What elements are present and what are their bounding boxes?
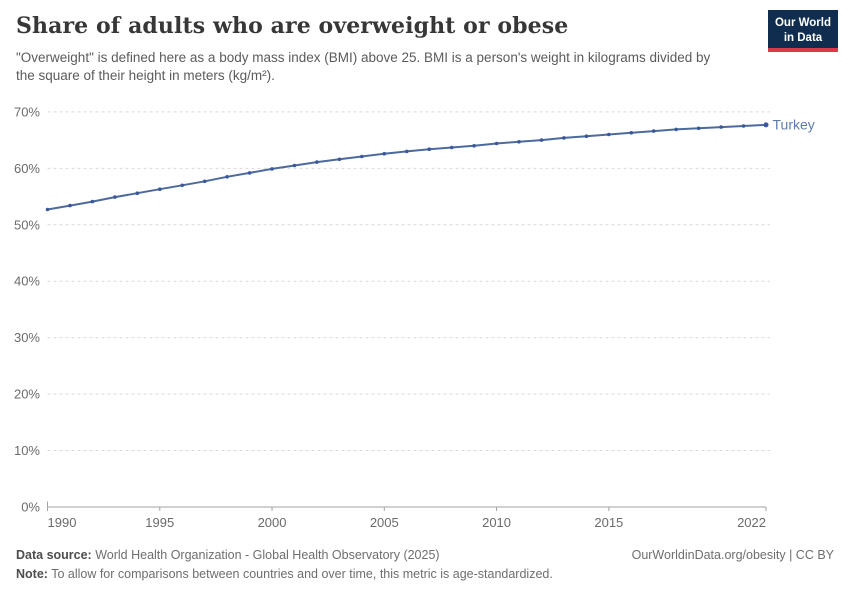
y-axis-tick-label: 50% bbox=[14, 217, 40, 232]
data-point[interactable] bbox=[472, 144, 476, 148]
data-point[interactable] bbox=[135, 191, 140, 195]
data-point[interactable] bbox=[45, 207, 50, 212]
data-point[interactable] bbox=[651, 129, 656, 133]
data-point[interactable] bbox=[449, 145, 454, 150]
chart-header: Share of adults who are overweight or ob… bbox=[16, 10, 838, 85]
data-point[interactable] bbox=[629, 131, 634, 135]
data-point[interactable] bbox=[270, 167, 274, 171]
data-point[interactable] bbox=[539, 138, 544, 142]
data-point[interactable] bbox=[741, 124, 746, 128]
data-source-label: Data source: bbox=[16, 548, 92, 562]
data-point[interactable] bbox=[90, 199, 95, 204]
data-point[interactable] bbox=[247, 171, 252, 175]
note-text: To allow for comparisons between countri… bbox=[47, 567, 553, 582]
owid-logo-line2: in Data bbox=[783, 31, 823, 44]
data-point[interactable] bbox=[180, 183, 184, 188]
data-point[interactable] bbox=[113, 195, 117, 199]
x-axis-tick-label: 2005 bbox=[370, 515, 399, 530]
data-line-turkey[interactable] bbox=[46, 123, 767, 211]
data-point[interactable] bbox=[405, 149, 409, 154]
data-point[interactable] bbox=[68, 203, 72, 208]
data-source-line: Data source: World Health Organization -… bbox=[16, 546, 553, 565]
data-source-text: World Health Organization - Global Healt… bbox=[91, 548, 440, 562]
x-axis-tick-label: 2010 bbox=[482, 515, 511, 530]
data-point[interactable] bbox=[607, 132, 611, 137]
data-point[interactable] bbox=[696, 126, 701, 131]
data-point[interactable] bbox=[517, 140, 521, 144]
y-axis-tick-label: 10% bbox=[14, 443, 40, 458]
owid-logo[interactable]: Our World in Data bbox=[768, 10, 838, 52]
y-axis-tick-label: 0% bbox=[21, 500, 40, 515]
data-point[interactable] bbox=[382, 151, 387, 156]
attribution-link[interactable]: OurWorldinData.org/obesity | CC BY bbox=[631, 548, 834, 562]
data-point[interactable] bbox=[584, 134, 589, 138]
data-point[interactable] bbox=[674, 127, 678, 132]
data-point[interactable] bbox=[562, 136, 566, 140]
note-label: Note: bbox=[16, 567, 48, 582]
chart-subtitle: "Overweight" is defined here as a body m… bbox=[16, 50, 711, 84]
data-point[interactable] bbox=[719, 125, 723, 129]
footer-left: Data source: World Health Organization -… bbox=[16, 546, 553, 585]
series-label-turkey[interactable]: Turkey bbox=[773, 116, 815, 132]
note-line: Note: To allow for comparisons between c… bbox=[16, 565, 553, 584]
y-axis-tick-label: 60% bbox=[14, 161, 40, 176]
data-point[interactable] bbox=[315, 160, 319, 164]
x-axis-tick-label: 1990 bbox=[48, 515, 77, 530]
data-point[interactable] bbox=[360, 154, 364, 159]
data-point[interactable] bbox=[158, 187, 162, 191]
y-axis-tick-label: 40% bbox=[14, 274, 40, 289]
x-axis-tick-label: 1995 bbox=[145, 515, 174, 530]
y-axis-tick-label: 70% bbox=[14, 104, 40, 119]
x-axis-tick-label: 2000 bbox=[258, 515, 287, 530]
page-title: Share of adults who are overweight or ob… bbox=[16, 13, 569, 39]
x-axis-tick-label: 2022 bbox=[737, 515, 766, 530]
y-axis-tick-label: 30% bbox=[14, 330, 40, 345]
chart-footer: Data source: World Health Organization -… bbox=[16, 546, 834, 585]
data-point[interactable] bbox=[494, 141, 499, 146]
owid-logo-line1: Our World bbox=[774, 17, 831, 29]
data-point[interactable] bbox=[292, 163, 297, 168]
data-point[interactable] bbox=[202, 179, 207, 184]
data-point[interactable] bbox=[763, 122, 769, 128]
y-axis-tick-label: 20% bbox=[14, 387, 40, 402]
data-point[interactable] bbox=[337, 157, 342, 162]
x-axis-tick-label: 2015 bbox=[594, 515, 623, 530]
data-point[interactable] bbox=[427, 147, 432, 151]
data-point[interactable] bbox=[225, 175, 229, 179]
